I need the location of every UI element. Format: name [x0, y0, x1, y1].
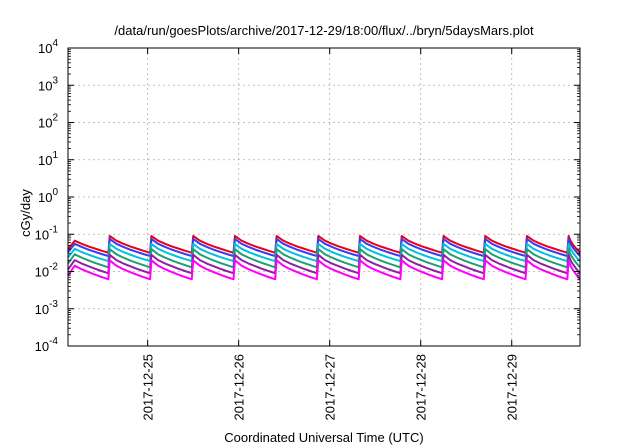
series-line	[67, 235, 581, 254]
y-tick-label: 10-1	[35, 224, 59, 242]
y-tick-label: 102	[38, 113, 58, 131]
chart-title: /data/run/goesPlots/archive/2017-12-29/1…	[114, 23, 534, 38]
y-tick-base: 10	[35, 302, 49, 317]
series-line	[67, 242, 581, 263]
x-axis-label: Coordinated Universal Time (UTC)	[224, 430, 423, 445]
y-axis-label: cGy/day	[18, 189, 33, 237]
y-tick-base: 10	[38, 190, 52, 205]
series-line	[67, 248, 581, 269]
x-tick-label: 2017-12-28	[414, 354, 429, 421]
y-tick-label: 101	[38, 150, 58, 168]
y-tick-base: 10	[38, 41, 52, 56]
y-tick-exponent: -2	[49, 262, 58, 273]
x-tick-label: 2017-12-26	[232, 354, 247, 421]
y-tick-label: 103	[38, 75, 58, 93]
y-tick-label: 104	[38, 38, 58, 56]
y-tick-exponent: 3	[52, 75, 58, 86]
x-tick-label: 2017-12-25	[141, 354, 156, 421]
y-tick-base: 10	[38, 116, 52, 131]
y-tick-exponent: 0	[52, 187, 58, 198]
y-tick-base: 10	[38, 153, 52, 168]
y-tick-label: 10-4	[35, 336, 59, 354]
series-group	[67, 235, 581, 281]
y-tick-exponent: -3	[49, 299, 58, 310]
series-line	[67, 237, 581, 257]
x-axis: 2017-12-25 2017-12-26 2017-12-27 2017-12-28…	[141, 48, 520, 421]
y-tick-base: 10	[35, 265, 49, 280]
y-tick-base: 10	[38, 78, 52, 93]
y-tick-label: 10-3	[35, 299, 59, 317]
y-tick-label: 10-2	[35, 262, 59, 280]
y-tick-label: 100	[38, 187, 58, 205]
y-tick-exponent: 1	[52, 150, 58, 161]
y-tick-exponent: -1	[49, 224, 58, 235]
y-tick-exponent: -4	[49, 336, 58, 347]
x-tick-label: 2017-12-27	[323, 354, 338, 421]
series-line	[67, 259, 581, 281]
y-tick-exponent: 2	[52, 113, 58, 124]
y-tick-base: 10	[35, 339, 49, 354]
x-tick-label: 2017-12-29	[505, 354, 520, 421]
grid-lines	[68, 48, 580, 346]
y-tick-exponent: 4	[52, 38, 58, 49]
series-line	[67, 253, 581, 275]
y-tick-base: 10	[35, 227, 49, 242]
